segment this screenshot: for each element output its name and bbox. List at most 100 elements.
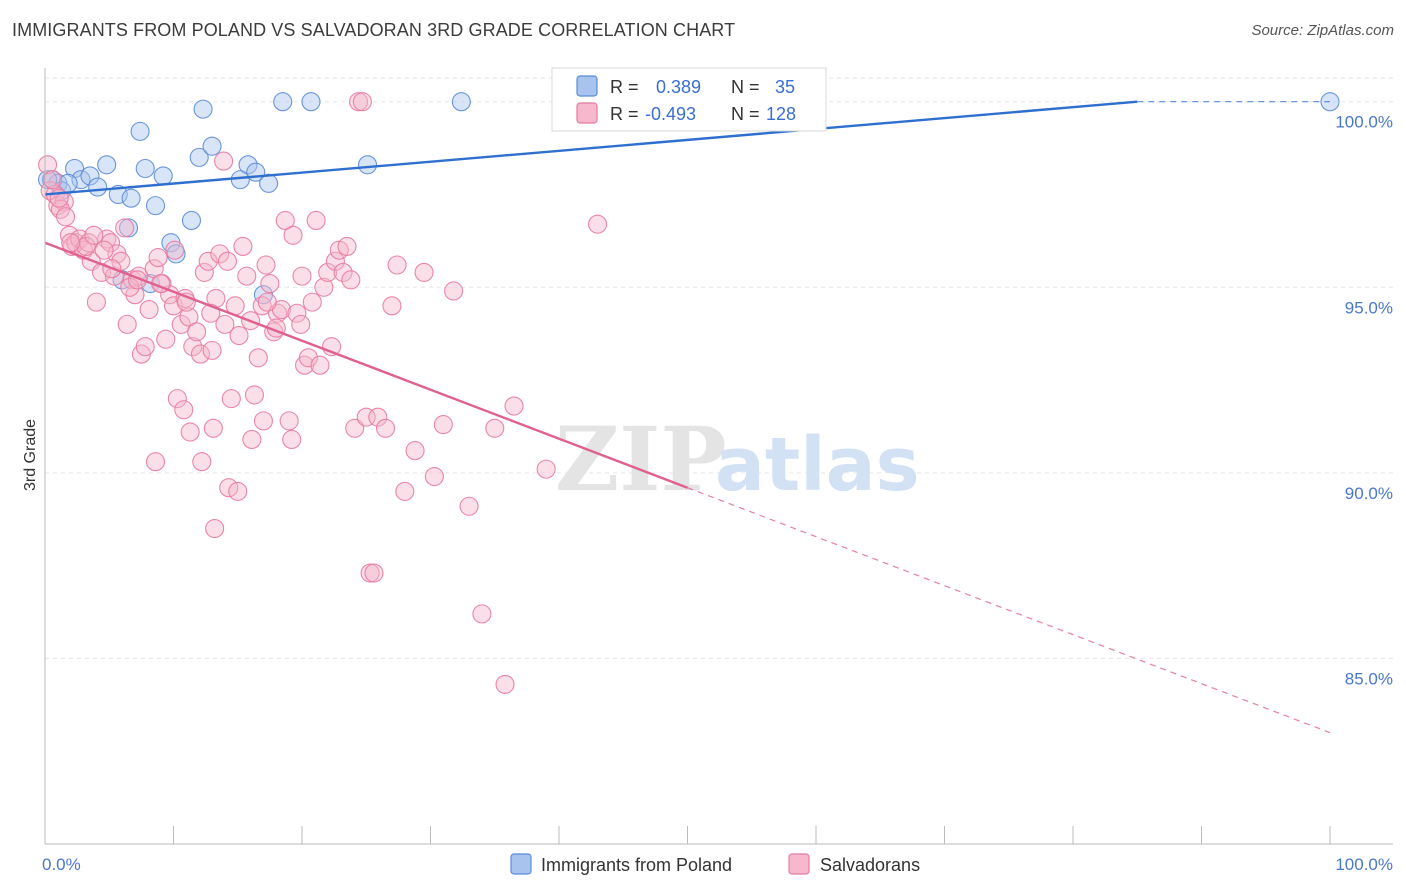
point-salvadorans — [256, 255, 276, 275]
point-salvadorans — [242, 429, 262, 449]
point-salvadorans — [167, 389, 187, 409]
point-salvadorans — [387, 255, 407, 275]
legend-row-salvadorans: R = -0.493 N = 128 — [576, 102, 796, 124]
point-salvadorans — [485, 418, 505, 438]
point-poland — [301, 92, 321, 112]
point-salvadorans — [217, 251, 238, 271]
point-poland — [130, 121, 150, 141]
point-salvadorans — [179, 307, 199, 327]
point-salvadorans — [97, 229, 117, 249]
point-salvadorans — [38, 155, 58, 175]
legend-n-value: 35 — [775, 77, 795, 97]
point-salvadorans — [163, 296, 184, 316]
point-salvadorans — [202, 340, 222, 360]
point-salvadorans — [287, 303, 307, 323]
axes: 85.0% 90.0% 95.0% 100.0% — [44, 68, 1393, 845]
point-salvadorans — [405, 441, 425, 461]
y-tick-label: 90.0% — [1345, 484, 1393, 503]
legend-r-value: -0.493 — [645, 104, 696, 124]
point-poland — [451, 92, 471, 112]
point-salvadorans — [171, 314, 191, 334]
point-salvadorans — [139, 299, 159, 320]
point-salvadorans — [291, 314, 311, 334]
point-salvadorans — [333, 262, 353, 282]
point-salvadorans — [233, 236, 253, 256]
point-salvadorans — [174, 400, 194, 420]
point-salvadorans — [375, 418, 396, 438]
point-salvadorans — [205, 518, 225, 539]
point-salvadorans — [325, 251, 345, 271]
point-salvadorans — [459, 496, 479, 516]
x-tick-label-max: 100.0% — [1335, 855, 1393, 874]
trend-extension-salvadorans — [687, 487, 1331, 734]
watermark: ZIP atlas — [555, 407, 920, 511]
legend-row-poland: R = 0.389 N = 35 — [576, 75, 795, 97]
point-salvadorans — [337, 236, 357, 256]
point-salvadorans — [292, 266, 312, 286]
point-salvadorans — [587, 214, 608, 234]
point-salvadorans — [495, 674, 515, 694]
point-salvadorans — [76, 236, 96, 256]
point-salvadorans — [194, 262, 214, 282]
point-salvadorans — [115, 218, 135, 238]
point-salvadorans — [275, 210, 295, 231]
point-salvadorans — [536, 459, 556, 479]
legend-box: R = 0.389 N = 35 R = -0.493 N = 128 — [551, 67, 827, 132]
point-poland — [97, 155, 117, 175]
point-salvadorans — [100, 233, 121, 253]
point-salvadorans — [310, 355, 330, 375]
point-salvadorans — [318, 262, 338, 282]
legend-n-label: N = — [731, 77, 760, 97]
point-salvadorans — [352, 92, 372, 112]
point-salvadorans — [314, 277, 334, 297]
point-salvadorans — [145, 452, 166, 472]
bottom-legend-swatch-salvadorans — [788, 853, 810, 875]
point-salvadorans — [192, 452, 212, 472]
point-salvadorans — [120, 277, 140, 297]
y-tick-label: 85.0% — [1345, 669, 1393, 688]
data-points — [38, 92, 1340, 694]
source-credit: Source: ZipAtlas.com — [1251, 22, 1394, 39]
point-poland — [193, 99, 213, 119]
point-salvadorans — [237, 266, 257, 286]
point-salvadorans — [472, 604, 492, 624]
point-salvadorans — [252, 296, 272, 316]
point-salvadorans — [424, 467, 444, 487]
bottom-legend-label-salvadorans: Salvadorans — [820, 855, 920, 875]
point-salvadorans — [433, 415, 453, 435]
point-salvadorans — [414, 262, 434, 282]
legend-n-value: 128 — [766, 104, 796, 124]
point-poland — [88, 177, 108, 197]
point-poland — [108, 184, 128, 205]
point-salvadorans — [257, 292, 277, 312]
trend-lines — [44, 100, 1331, 734]
point-poland — [189, 147, 209, 167]
y-tick-label: 95.0% — [1345, 298, 1393, 317]
point-salvadorans — [56, 207, 76, 227]
point-salvadorans — [165, 240, 185, 260]
point-salvadorans — [229, 325, 249, 346]
point-salvadorans — [282, 429, 302, 449]
point-poland — [121, 188, 141, 208]
bottom-legend: Immigrants from Poland Salvadorans — [510, 853, 920, 875]
legend-n-label: N = — [731, 104, 760, 124]
legend-r-value: 0.389 — [656, 77, 701, 97]
point-salvadorans — [198, 251, 218, 271]
watermark-atlas: atlas — [715, 422, 920, 508]
point-salvadorans — [180, 422, 200, 442]
point-salvadorans — [283, 225, 303, 245]
point-salvadorans — [253, 411, 274, 431]
point-salvadorans — [148, 248, 168, 268]
point-salvadorans — [444, 281, 464, 301]
point-salvadorans — [260, 274, 280, 294]
point-salvadorans — [504, 396, 524, 416]
bottom-legend-swatch-poland — [510, 853, 532, 875]
point-poland — [181, 210, 202, 231]
point-salvadorans — [248, 348, 268, 368]
point-salvadorans — [203, 418, 223, 438]
point-salvadorans — [298, 348, 318, 368]
y-axis-title: 3rd Grade — [22, 419, 39, 491]
point-salvadorans — [244, 385, 265, 405]
point-salvadorans — [156, 329, 176, 349]
